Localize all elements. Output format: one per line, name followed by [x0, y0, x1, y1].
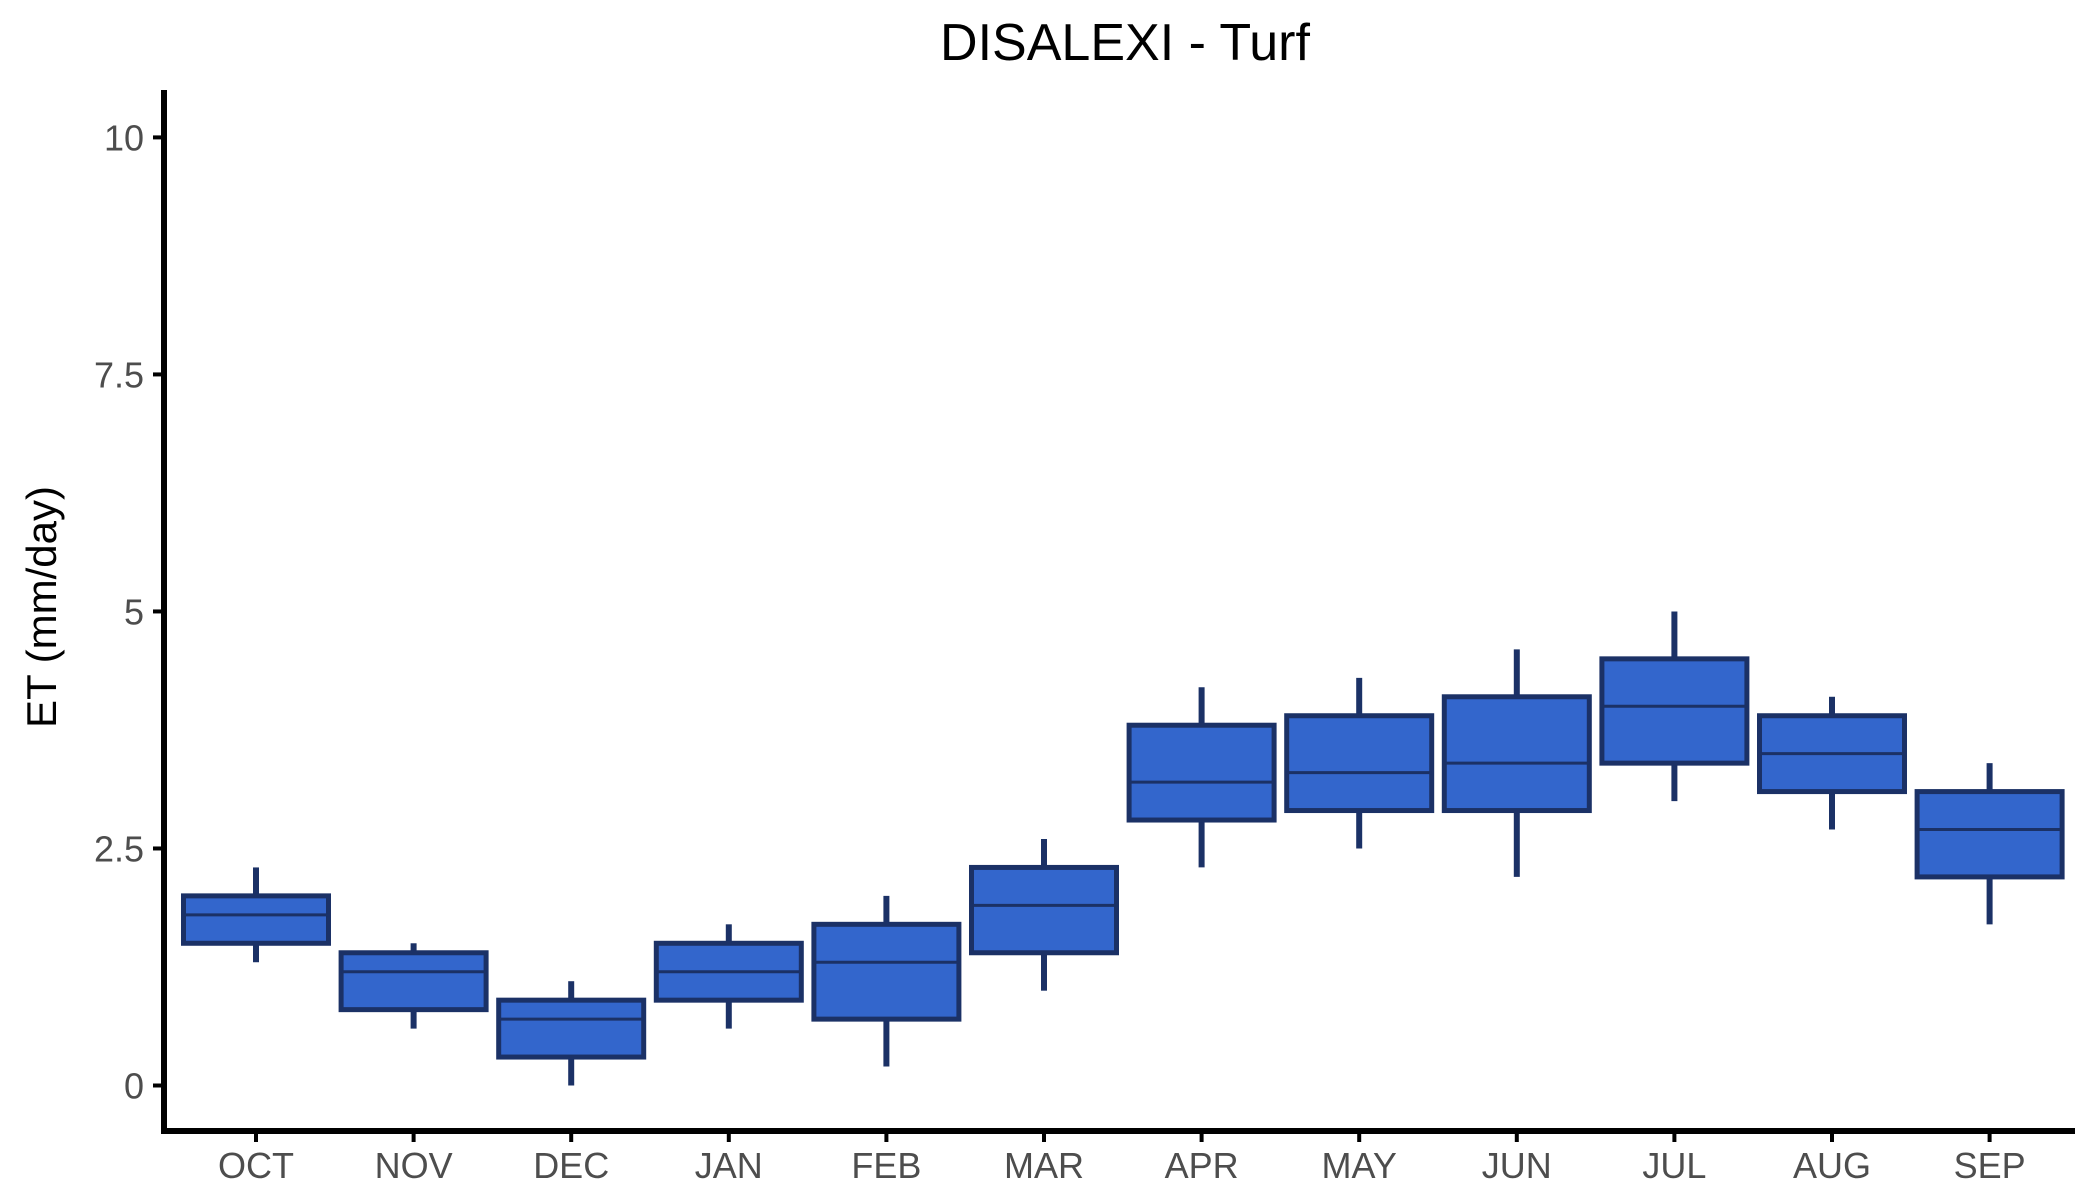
box-may [1284, 677, 1435, 849]
box-dec [496, 981, 647, 1086]
y-tick-label: 10 [104, 117, 144, 158]
box-series [181, 611, 2065, 1086]
box-feb [811, 895, 962, 1067]
box-mar [969, 838, 1119, 991]
chart-title: DISALEXI - Turf [940, 14, 1310, 72]
box-body [1914, 789, 2065, 880]
x-tick-label: AUG [1793, 1145, 1871, 1186]
x-axis-ticks: OCT NOV DEC JAN FEB MAR APR MAY JUN JUL AUG SEP [218, 1131, 2026, 1186]
y-tick-label: 2.5 [94, 828, 144, 869]
box-sep [1914, 763, 2065, 925]
box-body [1441, 694, 1592, 814]
box-body [969, 864, 1119, 956]
x-tick-label: JUN [1482, 1145, 1552, 1186]
box-nov [338, 943, 489, 1029]
box-body [1599, 656, 1750, 766]
box-jan [653, 924, 804, 1029]
box-body [338, 950, 489, 1013]
box-body [811, 921, 962, 1022]
box-apr [1126, 687, 1277, 868]
box-oct [181, 867, 331, 963]
box-body [496, 997, 647, 1060]
x-tick-label: NOV [375, 1145, 453, 1186]
y-tick-label: 5 [124, 591, 144, 632]
y-axis-label: ET (mm/day) [18, 486, 65, 728]
x-tick-label: MAY [1322, 1145, 1397, 1186]
y-axis-ticks: 0 2.5 5 7.5 10 [94, 117, 164, 1106]
box-body [181, 893, 331, 946]
y-tick-label: 0 [124, 1065, 144, 1106]
box-body [1284, 713, 1435, 814]
y-tick-label: 7.5 [94, 354, 144, 395]
box-body [1126, 722, 1277, 823]
x-tick-label: SEP [1954, 1145, 2026, 1186]
x-tick-label: MAR [1004, 1145, 1084, 1186]
x-tick-label: FEB [851, 1145, 921, 1186]
x-tick-label: OCT [218, 1145, 294, 1186]
x-tick-label: APR [1165, 1145, 1239, 1186]
x-tick-label: JAN [695, 1145, 763, 1186]
box-aug [1757, 696, 1907, 830]
x-tick-label: JUL [1642, 1145, 1706, 1186]
x-tick-label: DEC [533, 1145, 609, 1186]
box-jul [1599, 611, 1750, 802]
box-jun [1441, 649, 1592, 877]
